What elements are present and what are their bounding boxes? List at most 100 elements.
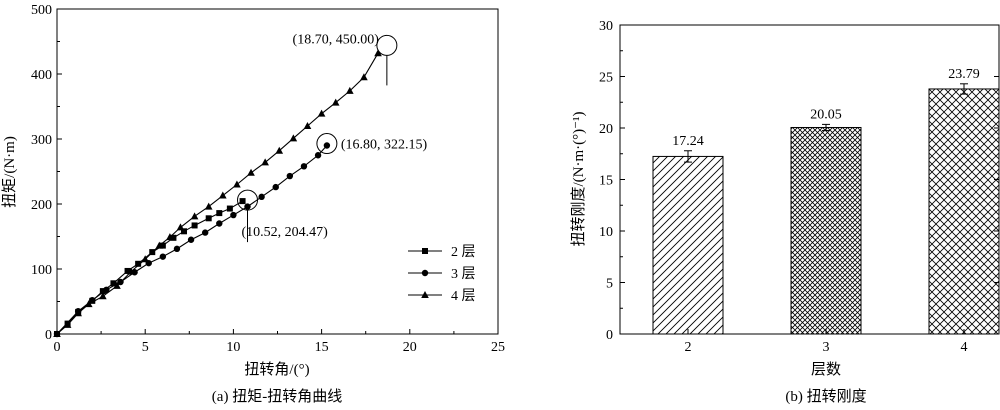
y-tick-label: 20 [599,122,613,137]
data-point [155,241,164,249]
data-point [159,242,166,249]
data-point [216,220,223,227]
data-point [286,172,294,180]
x-tick-label: 20 [403,340,417,355]
y-tick-label: 0 [45,328,52,343]
data-point [166,233,174,241]
series-group [53,49,382,338]
data-point [173,245,181,253]
x-tick-label: 5 [142,340,149,355]
y-tick-label: 500 [31,3,52,18]
y-axis-label: 扭矩/(N·m) [1,136,18,208]
data-point [226,205,233,212]
bar [790,126,862,335]
bars-group: 17.24 20.05 23.79 [652,67,1000,335]
legend-label: 2 层 [451,245,476,260]
data-point [201,229,209,236]
annotation-circle [376,34,398,56]
data-point [205,215,212,222]
torque-angle-chart: 0 5 10 15 20 25 0 100 200 300 400 500 (18.70, 450.0… [1,3,505,405]
legend-marker [422,248,428,254]
data-point [233,180,241,188]
data-point [219,191,227,199]
data-point [99,288,106,295]
bar-group-2: 17.24 [652,134,724,335]
x-axis-label: 层数 [811,361,841,378]
data-point [374,49,382,57]
data-point [53,330,61,337]
x-axis-label: 扭转角/(°) [244,361,309,378]
annotation-label: (10.52, 204.47) [242,225,329,240]
data-point [191,222,198,229]
data-point [303,122,312,129]
y-tick-label: 200 [31,198,52,213]
data-point [360,73,368,81]
data-point [314,152,322,159]
y-tick-label: 0 [606,328,613,343]
bar [652,155,724,335]
y-tick-label: 100 [31,263,52,278]
x-tick-label: 0 [54,340,61,355]
y-tick-label: 30 [599,19,613,34]
y-tick-label: 25 [599,71,613,86]
x-tick-label: 10 [226,340,240,355]
y-tick-label: 300 [31,133,52,148]
data-point [187,236,195,243]
data-point [300,163,308,170]
y-tick-label: 400 [31,68,52,83]
chart-caption: (a) 扭矩-扭转角曲线 [212,388,342,405]
data-point [239,198,246,205]
data-point [346,86,354,94]
data-point [289,134,298,142]
data-point [323,142,331,149]
data-point [331,98,340,106]
data-point [258,193,265,201]
data-point [176,223,185,231]
data-point [216,210,223,217]
series-3-layers [53,142,331,338]
data-point [181,228,188,235]
data-point [74,309,82,317]
legend-label: 4 层 [451,289,476,304]
data-point [190,212,199,220]
series-2-layers [54,198,246,337]
data-label: 23.79 [948,67,980,82]
x-tick-label: 3 [823,340,830,355]
data-point [261,158,269,166]
data-point [124,267,131,274]
data-point [317,109,326,117]
series-4-layers [53,49,382,337]
y-tick-label: 5 [606,277,613,292]
data-point [204,202,213,210]
series-line [56,200,243,335]
y-tick-label: 10 [599,225,613,240]
legend-label: 3 层 [451,267,476,282]
x-tick-label: 25 [491,340,505,355]
annotations: (18.70, 450.00) (16.80, 322.15) (10.52, 20… [237,32,428,243]
legend-marker [421,269,429,277]
chart-caption: (b) 扭转刚度 [785,388,866,405]
data-point [135,260,142,267]
data-point [275,146,284,154]
plot-frame [56,8,499,335]
data-point [103,286,110,293]
bar-group-4: 23.79 [928,67,1000,335]
data-point [159,253,167,260]
tick-labels: 0 5 10 15 20 25 30 2 3 4 [599,19,968,355]
x-tick-label: 2 [685,340,692,355]
bar [928,88,1000,335]
legend-marker [421,291,429,298]
y-tick-label: 15 [599,174,613,189]
data-point [127,267,135,275]
data-point [141,255,149,263]
data-point [170,234,177,241]
data-point [63,320,72,328]
data-label: 20.05 [810,107,842,122]
data-point [244,203,251,210]
data-point [247,168,255,176]
data-point [84,300,93,308]
x-tick-label: 15 [315,340,329,355]
torsional-stiffness-chart: 0 5 10 15 20 25 30 2 3 4 17.24 20.05 23.79 层数 扭转刚度/… [570,19,1000,405]
data-point [110,280,117,287]
